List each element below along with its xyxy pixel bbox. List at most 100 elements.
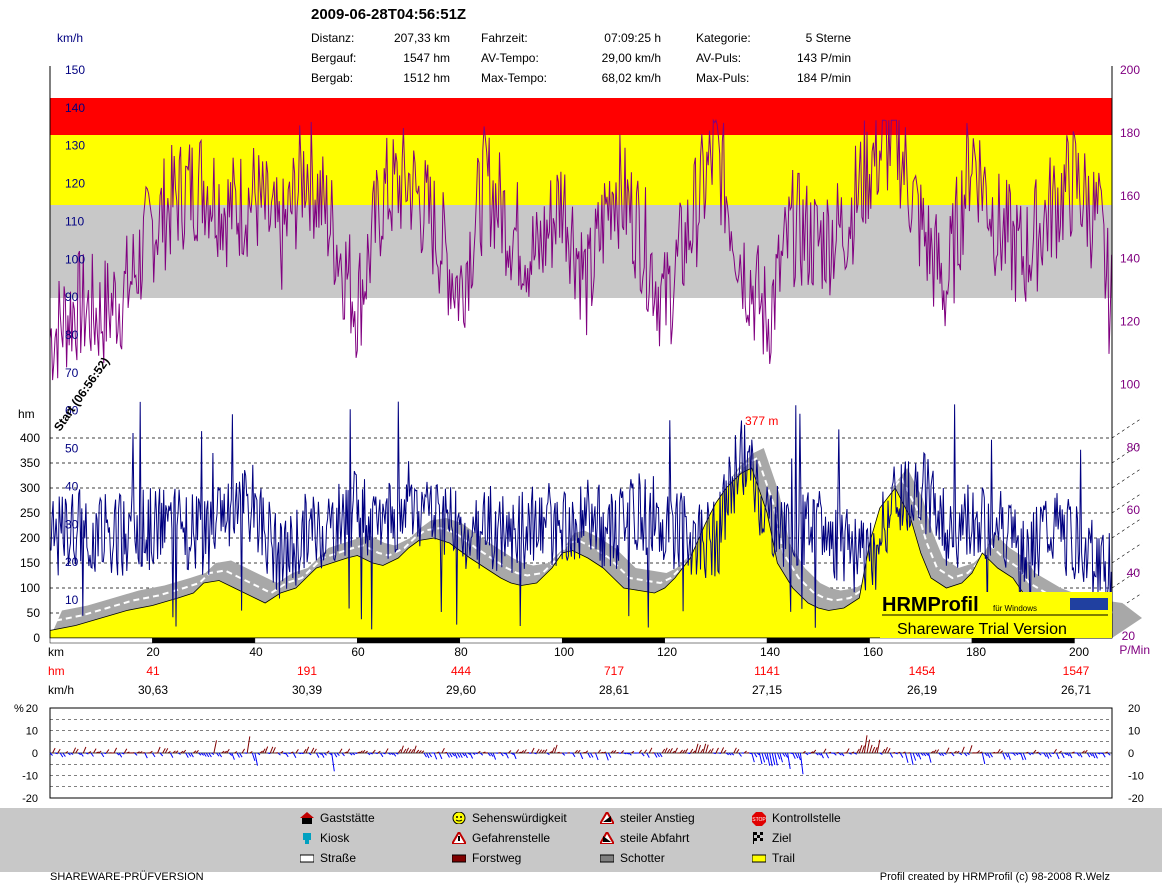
steep-ascent-icon <box>598 810 616 825</box>
stat-label: Max-Tempo: <box>481 71 548 85</box>
footer-right: Profil created by HRMProfil (c) 98-2008 … <box>879 871 1110 883</box>
speed-tick: 130 <box>65 139 85 153</box>
stat-label: AV-Puls: <box>696 51 742 65</box>
pulse-tick: 40 <box>1127 566 1141 580</box>
legend-item: steile Abfahrt <box>598 830 690 845</box>
speed-tick: 30 <box>65 517 79 531</box>
grid-line-3d <box>1111 417 1143 439</box>
gradient-tick-right: 0 <box>1128 748 1134 760</box>
pulse-tick: 180 <box>1120 126 1140 140</box>
km-bar-segment <box>459 637 563 644</box>
finish-flag-icon <box>752 832 766 844</box>
legend-label: steile Abfahrt <box>620 831 690 845</box>
km-bar-segment <box>49 637 153 644</box>
km-bar-segment <box>766 637 870 644</box>
legend-label: Kontrollstelle <box>772 811 841 825</box>
splits-hm: 191 <box>296 664 318 678</box>
altitude-tick: 150 <box>20 556 40 570</box>
legend-item: Gaststätte <box>300 811 375 825</box>
stat-label: Max-Puls: <box>696 71 750 85</box>
legend-label: Kiosk <box>320 831 350 845</box>
watermark-small: für Windows <box>993 604 1037 613</box>
altitude-tick: 200 <box>20 531 40 545</box>
splits-km: 80 <box>454 645 468 659</box>
splits-kmh: 26,71 <box>1060 683 1092 697</box>
start-label: Start (06:56:52) <box>51 355 112 434</box>
watermark-graph-icon <box>1070 598 1108 610</box>
splits-kmh: 26,19 <box>906 683 938 697</box>
splits-kmh: 29,60 <box>445 683 477 697</box>
pulse-line <box>49 118 1113 381</box>
stat-value: 29,00 km/h <box>601 51 661 65</box>
stat-label: Bergauf: <box>311 51 357 65</box>
splits-hm: 444 <box>450 664 472 678</box>
stat-label: AV-Tempo: <box>481 51 539 65</box>
speed-line <box>49 401 1112 630</box>
speed-tick: 90 <box>65 290 79 304</box>
forest-road-icon <box>451 852 467 864</box>
stat-value: 68,02 km/h <box>601 71 661 85</box>
splits-km: 60 <box>351 645 365 659</box>
altitude-tick: 250 <box>20 506 40 520</box>
legend-panel: Gaststätte Kiosk Straße Sehenswürdigkeit Gef… <box>0 808 1162 872</box>
grid-line-3d <box>1111 492 1143 514</box>
stat-label: Bergab: <box>311 71 354 85</box>
main-chart: km/h 10 20 30 40 50 60 70 80 90 100 110 120 130 140 150… <box>18 31 1150 657</box>
stat-value: 1512 hm <box>403 71 450 85</box>
gradient-tick-left: 20 <box>26 703 38 715</box>
page-title: 2009-06-28T04:56:51Z <box>311 6 467 23</box>
stat-value: 143 P/min <box>796 51 851 65</box>
splits-km: 20 <box>146 645 160 659</box>
splits-kmh-label: km/h <box>48 683 75 697</box>
stat-label: Kategorie: <box>696 31 751 45</box>
splits-hm: 41 <box>146 664 160 678</box>
splits-km: 180 <box>965 645 987 659</box>
legend-item: Kiosk <box>300 831 349 845</box>
speed-tick: 70 <box>65 366 79 380</box>
pulse-tick: 60 <box>1127 503 1141 517</box>
stat-value: 207,33 km <box>393 31 450 45</box>
splits-hm: 1141 <box>754 664 780 678</box>
splits-km: 200 <box>1068 645 1090 659</box>
splits-kmh: 28,61 <box>598 683 630 697</box>
stat-value: 07:09:25 h <box>604 31 661 45</box>
gradient-tick-left: 10 <box>26 726 38 738</box>
altitude-tick: 50 <box>27 606 41 620</box>
splits-km: 160 <box>862 645 884 659</box>
altitude-tick: 100 <box>20 581 40 595</box>
kiosk-icon <box>300 832 314 844</box>
km-bar-segment <box>561 637 665 644</box>
grid-line-3d <box>1111 517 1143 539</box>
km-bar <box>49 637 1075 644</box>
pulse-tick: 160 <box>1120 189 1140 203</box>
watermark-trial: Shareware Trial Version <box>897 621 1067 638</box>
splits-kmh: 27,15 <box>751 683 783 697</box>
stat-label: Distanz: <box>311 31 355 45</box>
stat-value: 184 P/min <box>796 71 851 85</box>
km-bar-segment <box>357 637 461 644</box>
gradient-tick-left: 0 <box>32 748 38 760</box>
km-bar-segment <box>971 637 1075 644</box>
legend-item: Ziel <box>752 831 791 845</box>
pulse-tick: 80 <box>1127 440 1141 454</box>
legend-item: steiler Anstieg <box>598 810 695 825</box>
pulse-axis-label: P/Min <box>1119 643 1150 657</box>
legend-label: Sehenswürdigkeit <box>472 811 567 825</box>
legend-item: Straße <box>299 851 356 865</box>
pulse-tick: 100 <box>1120 377 1140 391</box>
speed-axis-label: km/h <box>57 31 83 45</box>
splits-hm: 1547 <box>1062 664 1090 678</box>
km-bar-segment <box>152 637 256 644</box>
legend-label: Forstweg <box>472 851 522 865</box>
splits-hm: 717 <box>603 664 625 678</box>
gradient-up-line <box>52 735 1108 754</box>
legend-label: Ziel <box>772 831 792 845</box>
gradient-tick-right: 10 <box>1128 726 1140 738</box>
stat-label: Fahrzeit: <box>481 31 528 45</box>
altitude-profile <box>49 467 1113 639</box>
checkpoint-icon: STOP <box>752 812 766 826</box>
stat-value: 1547 hm <box>403 51 450 65</box>
speed-tick: 120 <box>65 177 85 191</box>
gradient-axis-label: % <box>14 703 24 715</box>
